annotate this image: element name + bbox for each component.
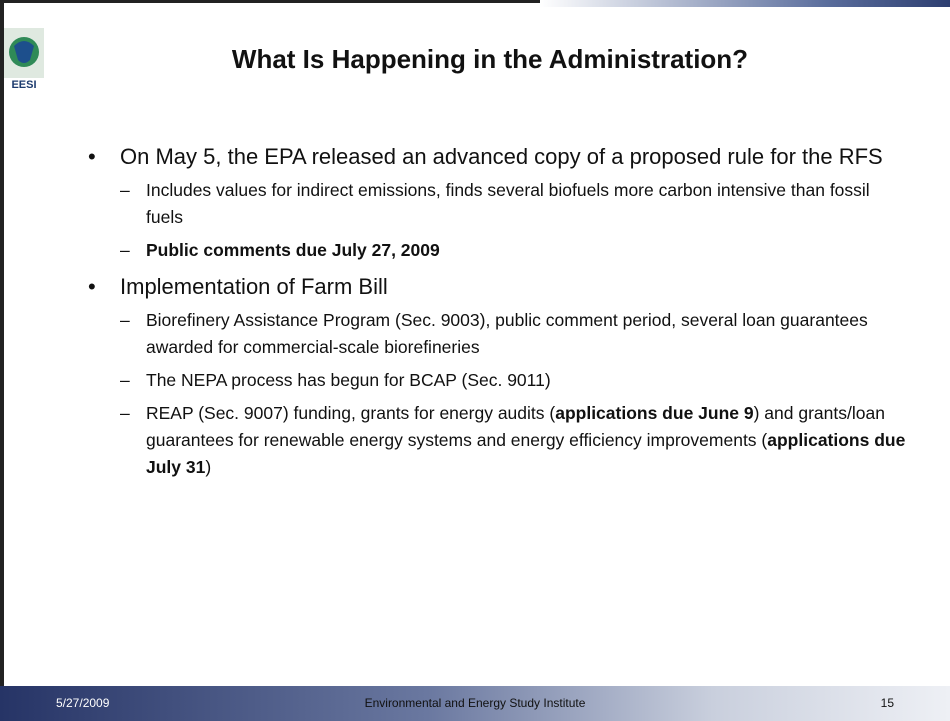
bold-text: Public comments due July 27, 2009: [146, 240, 440, 260]
text-run: REAP (Sec. 9007) funding, grants for ene…: [146, 403, 556, 423]
bold-text: applications due June 9: [555, 403, 754, 423]
logo-shape: [14, 41, 34, 63]
sub-bullet: The NEPA process has begun for BCAP (Sec…: [86, 367, 906, 394]
footer: 5/27/2009 Environmental and Energy Study…: [0, 686, 950, 721]
left-border: [0, 0, 4, 690]
footer-org: Environmental and Energy Study Institute: [364, 696, 586, 710]
top-border: [0, 0, 950, 3]
logo-label: EESI: [11, 79, 36, 91]
sub-bullet: Public comments due July 27, 2009: [86, 237, 906, 264]
text-run: The NEPA process has begun for BCAP (Sec…: [146, 370, 551, 390]
sub-bullet: Biorefinery Assistance Program (Sec. 900…: [86, 307, 906, 361]
slide-title: What Is Happening in the Administration?: [231, 44, 749, 74]
text-run: Includes values for indirect emissions, …: [146, 180, 870, 227]
footer-date: 5/27/2009: [56, 696, 110, 710]
logo: EESI: [4, 28, 44, 91]
sub-bullet: REAP (Sec. 9007) funding, grants for ene…: [86, 400, 906, 481]
top-bar: [540, 0, 950, 7]
text-run: ) and grants/loan guarantees for renewab…: [146, 403, 885, 450]
bullet-list: On May 5, the EPA released an advanced c…: [86, 140, 906, 487]
text-run: ): [205, 457, 212, 477]
bullet: Implementation of Farm Bill: [86, 270, 906, 303]
bold-text: applications due July 31: [146, 430, 906, 477]
sub-bullet: Includes values for indirect emissions, …: [86, 177, 906, 231]
bullet: On May 5, the EPA released an advanced c…: [86, 140, 906, 173]
page-number: 15: [880, 696, 894, 710]
text-run: Biorefinery Assistance Program (Sec. 900…: [146, 310, 868, 357]
